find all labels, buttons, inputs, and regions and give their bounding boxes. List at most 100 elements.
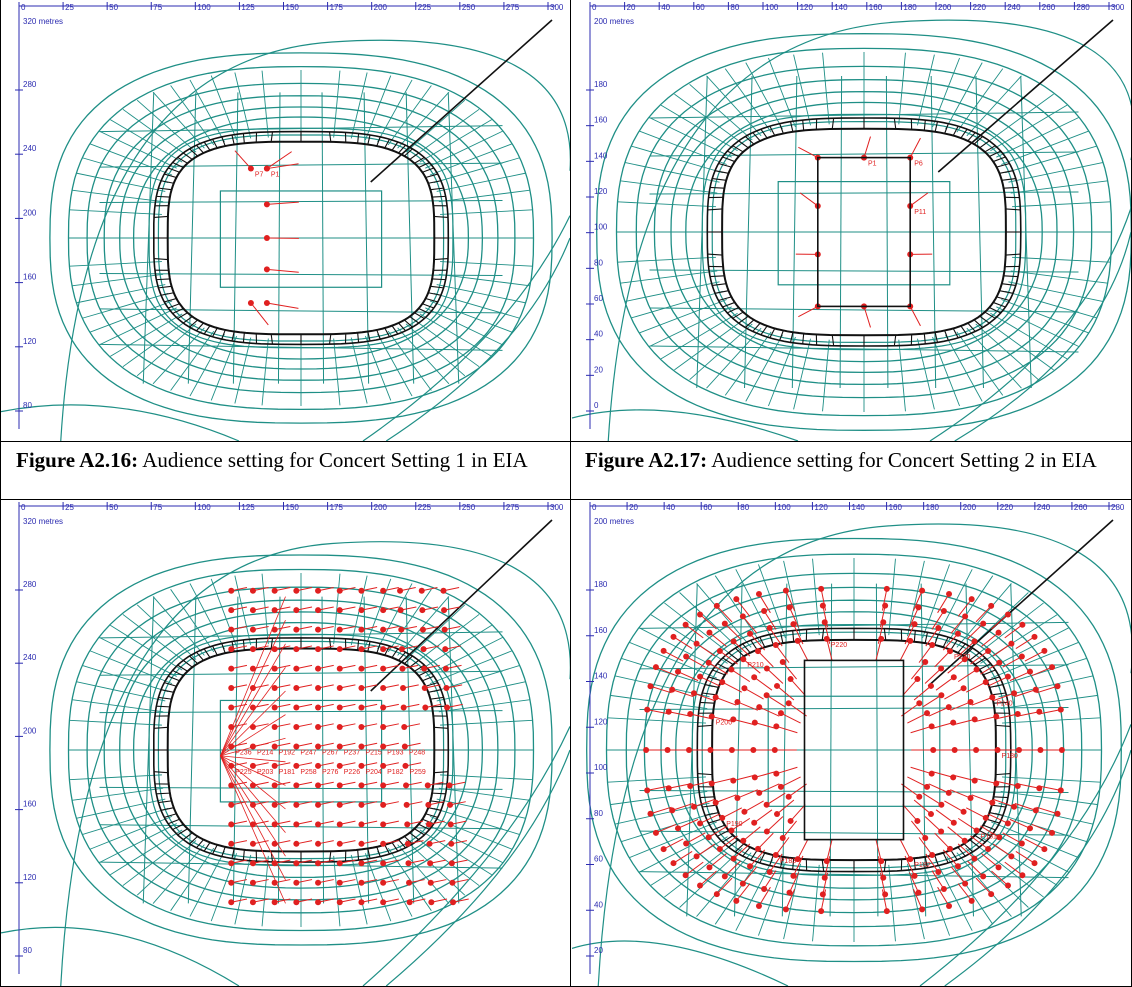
bowl-tick — [425, 813, 438, 818]
receiver-ray — [250, 302, 269, 326]
bowl-tick — [154, 215, 168, 218]
plan-panel-concert-1: 0 25 50 75 100 125 150 175 200 225 250 275 300 280 240… — [1, 0, 570, 441]
receiver-ray — [957, 843, 975, 860]
bowl-tick — [942, 852, 949, 864]
plan-panel-concert-2: 0 20 40 60 80 100 120 140 160 180 200 220 240 260 280 3… — [572, 0, 1131, 441]
receiver-ray — [722, 807, 743, 819]
receiver-ray — [798, 146, 819, 159]
bowl-tick — [993, 796, 1008, 799]
receiver-point — [271, 762, 278, 769]
receiver-point — [400, 685, 407, 692]
receiver-ray — [974, 777, 997, 784]
receiver-label: P276 — [322, 769, 338, 776]
bowl-tick — [942, 636, 949, 648]
receiver-ray — [754, 722, 777, 729]
bowl-tick — [270, 131, 274, 142]
receiver-point — [988, 891, 995, 898]
receiver-point — [782, 906, 789, 913]
bowl-tick — [993, 301, 1006, 308]
bowl-tick — [182, 316, 193, 324]
radial-truss — [136, 323, 197, 377]
receiver-ray — [910, 766, 932, 775]
receiver-ray — [877, 622, 884, 644]
receiver-ray — [220, 690, 286, 757]
bowl-tick — [160, 180, 174, 184]
radial-truss — [1008, 162, 1104, 183]
grid-line-horizontal — [99, 200, 503, 204]
bowl-tick — [769, 125, 776, 136]
bowl-tick — [963, 647, 974, 657]
stadium-plan-3: 0 25 50 75 100 125 150 175 200 225 250 275 300 280 240… — [1, 502, 570, 986]
caption-a2-17-figure: Figure A2.17: — [585, 448, 708, 472]
site-road-line — [362, 215, 570, 441]
receiver-point — [228, 685, 235, 692]
receiver-ray — [663, 838, 684, 850]
receiver-point — [706, 629, 713, 636]
radial-truss — [433, 292, 520, 319]
ruler-label-x: 80 — [740, 503, 749, 512]
receiver-point — [693, 640, 700, 647]
receiver-ray — [877, 856, 884, 878]
receiver-point — [336, 899, 343, 906]
radial-truss — [617, 256, 716, 263]
receiver-ray — [924, 668, 942, 684]
ruler-label-y: 80 — [23, 401, 32, 410]
bowl-tick — [428, 292, 442, 296]
receiver-point — [690, 690, 697, 697]
receiver-point — [761, 607, 768, 614]
bowl-tick — [944, 123, 949, 134]
receiver-point — [398, 626, 405, 633]
receiver-ray — [931, 771, 954, 778]
receiver-point — [1057, 787, 1064, 794]
radial-truss — [440, 719, 533, 726]
receiver-ray — [902, 804, 918, 822]
bowl-tick — [722, 156, 735, 163]
receiver-ray — [925, 853, 939, 873]
receiver-ray — [766, 668, 784, 684]
receiver-point — [293, 646, 300, 653]
bowl-tick — [189, 148, 198, 157]
receiver-point — [1019, 872, 1026, 879]
radial-truss — [82, 292, 169, 319]
receiver-ray — [907, 712, 928, 724]
receiver-ray — [708, 825, 728, 838]
receiver-ray — [693, 692, 715, 702]
radial-truss — [76, 798, 166, 819]
receiver-ray — [992, 843, 1012, 857]
receiver-point — [915, 889, 922, 896]
receiver-ray — [792, 855, 804, 877]
bowl-tick — [414, 828, 425, 836]
receiver-point — [954, 863, 961, 870]
bowl-tick — [934, 121, 939, 132]
receiver-ray — [899, 640, 911, 661]
receiver-point — [683, 653, 690, 660]
bowl-tick — [182, 659, 193, 668]
bowl-tick — [409, 316, 420, 324]
bowl-tick — [231, 134, 235, 145]
receiver-point — [644, 787, 651, 794]
receiver-ray — [909, 192, 929, 207]
receiver-point — [1008, 853, 1015, 860]
receiver-point — [380, 704, 387, 711]
bowl-tick — [428, 689, 442, 693]
bowl-tick — [1003, 275, 1018, 278]
bowl-tick — [957, 643, 966, 654]
receiver-point — [427, 879, 434, 886]
bowl-tick — [924, 632, 929, 644]
receiver-point — [1058, 747, 1065, 753]
bowl-tick — [367, 331, 371, 342]
receiver-ray — [266, 151, 292, 169]
receiver-ray — [1039, 785, 1061, 791]
receiver-point — [249, 607, 256, 614]
receiver-ray — [715, 696, 737, 706]
receiver-point — [380, 840, 387, 847]
radial-truss — [735, 859, 773, 931]
bowl-tick — [821, 859, 825, 872]
radial-truss — [377, 333, 413, 397]
receiver-point — [249, 840, 256, 847]
receiver-ray — [757, 650, 774, 668]
receiver-point — [293, 879, 300, 886]
receiver-point — [763, 692, 770, 699]
radial-truss — [261, 573, 269, 645]
bowl-tick — [398, 651, 406, 661]
